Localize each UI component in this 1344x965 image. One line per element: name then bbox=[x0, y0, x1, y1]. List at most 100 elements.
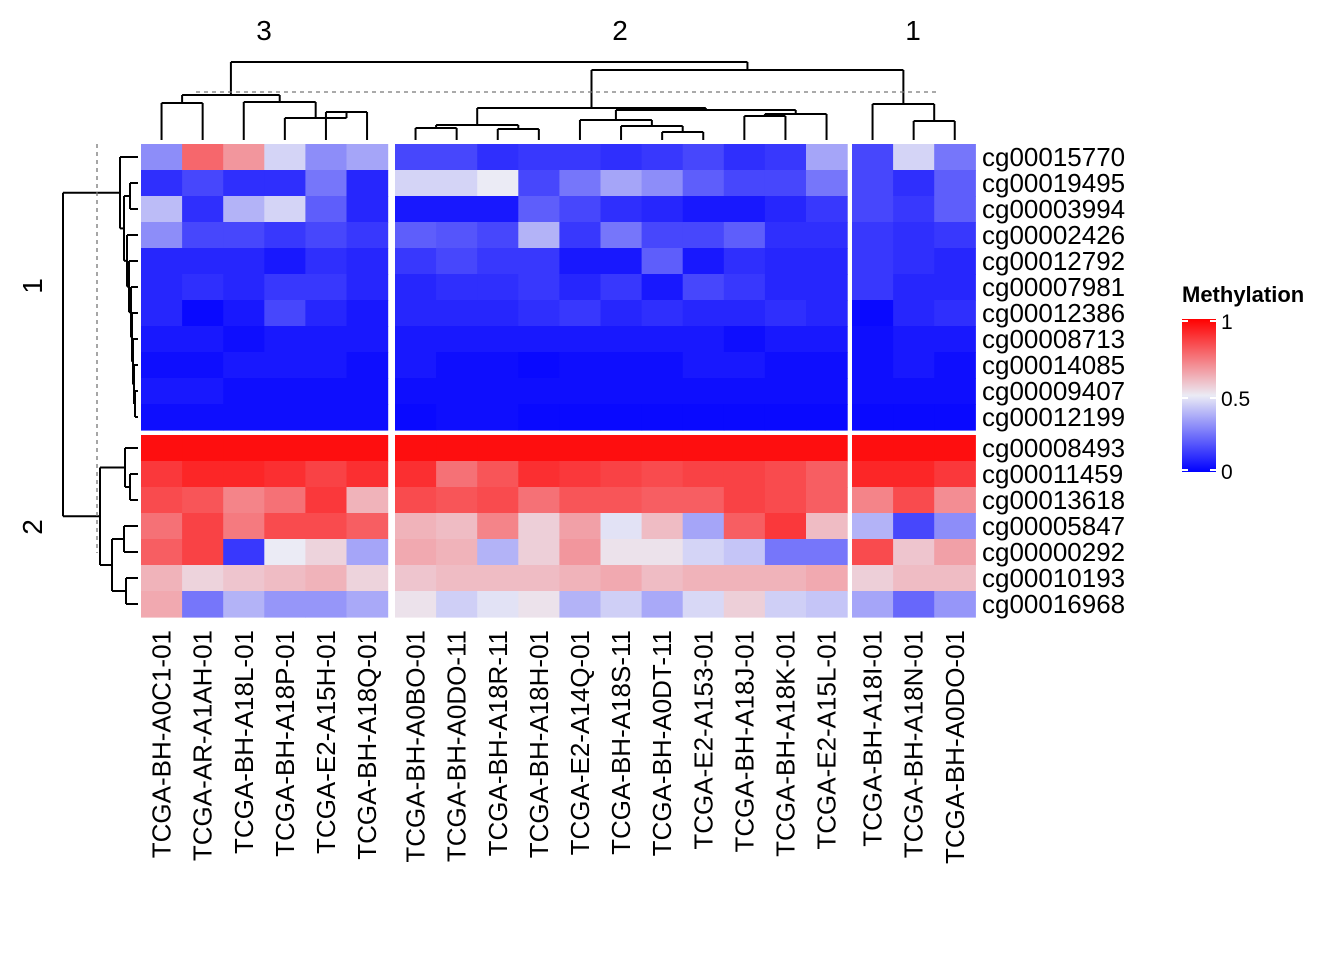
heatmap-cell bbox=[346, 326, 389, 353]
heatmap-cell bbox=[395, 144, 437, 171]
heatmap-cell bbox=[934, 461, 976, 488]
heatmap-cell bbox=[305, 352, 348, 379]
heatmap-cell bbox=[934, 196, 976, 223]
heatmap-cell bbox=[682, 274, 725, 301]
heatmap-cell bbox=[346, 300, 389, 327]
heatmap-cell bbox=[806, 461, 848, 488]
heatmap-cell bbox=[395, 222, 437, 249]
heatmap-cell bbox=[223, 404, 265, 431]
column-label: TCGA-BH-A18J-01 bbox=[729, 630, 759, 853]
heatmap-cell bbox=[436, 248, 478, 275]
row-label: cg00011459 bbox=[982, 459, 1123, 489]
row-label: cg00010193 bbox=[982, 563, 1125, 593]
heatmap-cell bbox=[395, 352, 437, 379]
heatmap-cell bbox=[600, 565, 643, 592]
heatmap-cell bbox=[600, 539, 643, 566]
heatmap-cell bbox=[600, 404, 643, 431]
heatmap-cell bbox=[682, 435, 725, 462]
heatmap-cell bbox=[600, 196, 643, 223]
row-split-label: 1 bbox=[17, 278, 48, 294]
heatmap-cell bbox=[346, 565, 389, 592]
row-label: cg00019495 bbox=[982, 168, 1125, 198]
heatmap-cell bbox=[182, 591, 224, 618]
heatmap-cell bbox=[723, 196, 766, 223]
heatmap-cell bbox=[806, 378, 848, 405]
heatmap-cell bbox=[723, 352, 766, 379]
heatmap-cell bbox=[346, 591, 389, 618]
heatmap-cell bbox=[264, 591, 306, 618]
heatmap-cell bbox=[346, 461, 389, 488]
heatmap-cell bbox=[723, 248, 766, 275]
heatmap-cell bbox=[477, 248, 519, 275]
heatmap-cell bbox=[141, 461, 183, 488]
heatmap-cell bbox=[346, 222, 389, 249]
heatmap-cell bbox=[264, 248, 306, 275]
color-legend: Methylation 1 0.5 0 bbox=[1182, 282, 1304, 484]
heatmap-cell bbox=[264, 539, 306, 566]
row-label: cg00012386 bbox=[982, 298, 1125, 328]
heatmap-cell bbox=[436, 435, 478, 462]
heatmap-cell bbox=[893, 196, 935, 223]
heatmap-cell bbox=[305, 487, 348, 514]
heatmap-cell bbox=[182, 248, 224, 275]
heatmap-cell bbox=[893, 435, 935, 462]
heatmap-cell bbox=[764, 487, 807, 514]
heatmap-cell bbox=[182, 196, 224, 223]
column-split-label: 3 bbox=[256, 15, 272, 46]
heatmap-cell bbox=[934, 513, 976, 540]
heatmap-cell bbox=[264, 352, 306, 379]
heatmap-cell bbox=[223, 461, 265, 488]
heatmap-cell bbox=[518, 378, 560, 405]
heatmap-cell bbox=[600, 248, 643, 275]
heatmap-cell bbox=[934, 404, 976, 431]
heatmap-cell bbox=[477, 196, 519, 223]
row-label: cg00012199 bbox=[982, 402, 1125, 432]
heatmap-cell bbox=[305, 565, 348, 592]
heatmap-cell bbox=[764, 274, 807, 301]
heatmap-cell bbox=[600, 326, 643, 353]
legend-tick-label: 1 bbox=[1221, 311, 1233, 334]
heatmap-cell bbox=[141, 565, 183, 592]
heatmap-cell bbox=[223, 222, 265, 249]
heatmap-cell bbox=[395, 404, 437, 431]
heatmap-cell bbox=[395, 513, 437, 540]
heatmap-cell bbox=[264, 170, 306, 197]
heatmap-cell bbox=[305, 222, 348, 249]
heatmap-cell bbox=[893, 378, 935, 405]
heatmap-cell bbox=[852, 591, 894, 618]
heatmap-cell bbox=[141, 274, 183, 301]
heatmap-cell bbox=[182, 170, 224, 197]
heatmap-cell bbox=[518, 248, 560, 275]
heatmap-cell bbox=[934, 300, 976, 327]
heatmap-cell bbox=[395, 487, 437, 514]
heatmap-cell bbox=[806, 352, 848, 379]
column-label: TCGA-BH-A0C1-01 bbox=[147, 630, 177, 858]
heatmap-cell bbox=[141, 513, 183, 540]
heatmap-cell bbox=[934, 352, 976, 379]
heatmap-cell bbox=[682, 248, 725, 275]
row-label: cg00008493 bbox=[982, 433, 1125, 463]
heatmap-cells bbox=[141, 144, 976, 618]
heatmap-cell bbox=[682, 326, 725, 353]
row-label: cg00014085 bbox=[982, 350, 1125, 380]
heatmap-cell bbox=[395, 539, 437, 566]
heatmap-cell bbox=[518, 326, 560, 353]
heatmap-cell bbox=[436, 300, 478, 327]
heatmap-cell bbox=[182, 352, 224, 379]
column-label: TCGA-BH-A0DO-11 bbox=[442, 630, 472, 862]
heatmap-cell bbox=[264, 565, 306, 592]
heatmap-cell bbox=[682, 144, 725, 171]
column-split-label: 2 bbox=[612, 15, 628, 46]
heatmap-cell bbox=[641, 378, 684, 405]
heatmap-cell bbox=[682, 352, 725, 379]
legend-tick-label: 0.5 bbox=[1221, 388, 1250, 411]
heatmap-cell bbox=[559, 461, 602, 488]
heatmap-cell bbox=[893, 565, 935, 592]
heatmap-cell bbox=[518, 539, 560, 566]
heatmap-cell bbox=[518, 565, 560, 592]
heatmap-cell bbox=[806, 591, 848, 618]
heatmap-cell bbox=[934, 565, 976, 592]
heatmap-cell bbox=[141, 326, 183, 353]
heatmap-cell bbox=[934, 487, 976, 514]
heatmap-cell bbox=[477, 487, 519, 514]
